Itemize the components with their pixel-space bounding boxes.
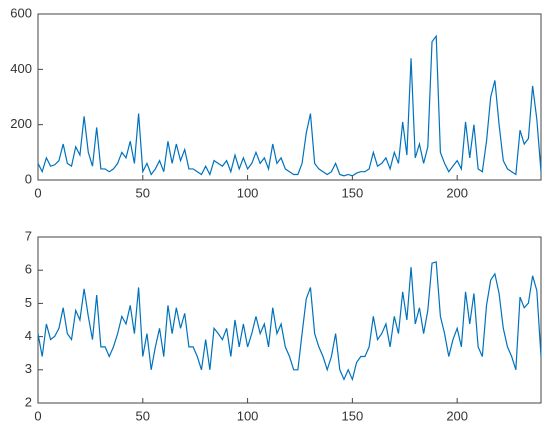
x-tick-label: 100 bbox=[237, 185, 259, 200]
y-tick-label: 6 bbox=[25, 262, 32, 277]
y-tick-label: 3 bbox=[25, 361, 32, 376]
x-tick-label: 200 bbox=[446, 185, 468, 200]
x-tick-label: 50 bbox=[136, 185, 150, 200]
data-line bbox=[37, 34, 542, 177]
axes-frame bbox=[37, 236, 542, 404]
x-tick-label: 200 bbox=[446, 408, 468, 423]
x-tick-label: 0 bbox=[34, 185, 41, 200]
y-tick-label: 5 bbox=[25, 295, 32, 310]
axes-frame bbox=[37, 13, 542, 181]
x-tick-label: 50 bbox=[136, 408, 150, 423]
y-tick-label: 7 bbox=[25, 228, 32, 243]
x-tick-label: 150 bbox=[342, 185, 364, 200]
data-line bbox=[37, 261, 542, 382]
y-tick-label: 0 bbox=[25, 171, 32, 186]
x-tick-label: 0 bbox=[34, 408, 41, 423]
x-tick-label: 150 bbox=[342, 408, 364, 423]
y-tick-label: 400 bbox=[10, 61, 32, 76]
y-tick-label: 2 bbox=[25, 394, 32, 409]
y-tick-label: 600 bbox=[10, 5, 32, 20]
x-tick-label: 100 bbox=[237, 408, 259, 423]
y-tick-label: 4 bbox=[25, 328, 32, 343]
y-tick-label: 200 bbox=[10, 116, 32, 131]
